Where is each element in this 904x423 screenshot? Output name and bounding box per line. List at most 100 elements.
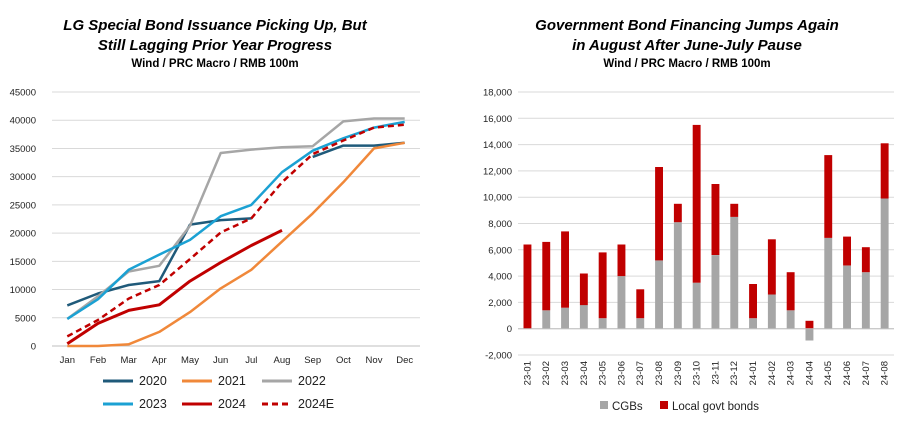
bar-local-govt-bonds (786, 272, 795, 311)
x-tick-label: Aug (274, 355, 291, 366)
bar-cgbs (749, 318, 757, 329)
y-tick-label: 45000 (10, 88, 36, 99)
legend-label-2021: 2021 (218, 374, 246, 388)
y-tick-label: 14,000 (483, 140, 512, 151)
x-tick-label: Apr (152, 355, 167, 366)
y-tick-label: -2,000 (485, 351, 512, 362)
legend-label-2024E: 2024E (298, 397, 334, 411)
legend-label-2020: 2020 (139, 374, 167, 388)
bar-cgbs (598, 318, 607, 329)
x-tick-label: 24-08 (880, 361, 891, 385)
bar-local-govt-bonds (861, 247, 870, 273)
x-tick-label: Nov (366, 355, 383, 366)
y-tick-label: 16,000 (483, 114, 512, 125)
bar-local-govt-bonds (692, 124, 701, 283)
left-chart-subtitle: Wind / PRC Macro / RMB 100m (131, 58, 298, 70)
x-tick-label: Feb (90, 355, 106, 366)
x-tick-label: 23-10 (692, 361, 703, 385)
y-tick-label: 4,000 (488, 272, 512, 283)
y-tick-label: 0 (507, 324, 512, 335)
bar-local-govt-bonds (542, 241, 551, 311)
bar-cgbs (805, 328, 814, 341)
left-chart-title-line-1: LG Special Bond Issuance Picking Up, But (63, 17, 367, 34)
x-tick-label: 23-06 (616, 361, 627, 385)
bar-cgbs (843, 265, 851, 329)
bar-cgbs (542, 310, 551, 329)
x-tick-label: 23-07 (635, 361, 646, 385)
bar-cgbs (636, 318, 645, 329)
x-tick-label: 24-07 (861, 361, 872, 385)
y-tick-label: 10000 (10, 285, 36, 296)
bar-cgbs (561, 307, 569, 329)
legend-swatch-local-govt-bonds (660, 401, 668, 409)
x-tick-label: 24-05 (823, 361, 834, 385)
y-tick-label: 20000 (10, 229, 36, 240)
y-tick-label: 10,000 (483, 193, 512, 204)
legend-label-local-govt-bonds: Local govt bonds (672, 401, 759, 413)
y-tick-label: 5000 (15, 313, 36, 324)
right-stacked-bar-chart: -2,000 0 2,000 4,000 6,000 8,000 10,000 12,000 1… (483, 88, 894, 413)
y-tick-label: 40000 (10, 116, 36, 127)
bar-local-govt-bonds (880, 143, 889, 199)
bar-local-govt-bonds (805, 320, 814, 329)
y-tick-label: 30000 (10, 172, 36, 183)
y-tick-label: 6,000 (488, 245, 512, 256)
x-tick-label: Jun (213, 355, 228, 366)
right-chart-subtitle: Wind / PRC Macro / RMB 100m (603, 58, 770, 70)
series-line-2024E (66, 123, 405, 338)
series-line-2020 (312, 141, 405, 159)
x-tick-label: 23-12 (729, 361, 740, 385)
bar-local-govt-bonds (749, 284, 757, 319)
bar-local-govt-bonds (636, 289, 645, 319)
y-tick-label: 18,000 (483, 88, 512, 99)
legend-swatch-cgbs (600, 401, 608, 409)
x-tick-label: 23-05 (598, 361, 609, 385)
bar-cgbs (579, 305, 588, 329)
x-tick-label: 24-02 (767, 361, 778, 385)
series-line-2021 (67, 141, 405, 348)
legend-label-2022: 2022 (298, 374, 326, 388)
bar-local-govt-bonds (655, 167, 663, 261)
legend-label-2023: 2023 (139, 397, 167, 411)
y-tick-label: 0 (31, 342, 36, 353)
bar-local-govt-bonds (824, 155, 833, 238)
x-tick-label: Sep (304, 355, 321, 366)
x-tick-label: 23-11 (710, 361, 721, 385)
series-line-2020 (66, 217, 252, 307)
bar-local-govt-bonds (730, 203, 739, 217)
bar-local-govt-bonds (579, 273, 588, 306)
bar-local-govt-bonds (617, 244, 626, 277)
x-tick-label: 23-03 (560, 361, 571, 385)
bar-local-govt-bonds (561, 231, 569, 308)
right-chart-title-line-2: in August After June-July Pause (572, 37, 802, 54)
x-tick-label: Jan (60, 355, 75, 366)
x-tick-label: 23-08 (654, 361, 665, 385)
bar-local-govt-bonds (767, 239, 776, 295)
bar-cgbs (767, 294, 776, 329)
legend-label-2024: 2024 (218, 397, 246, 411)
x-tick-label: Oct (336, 355, 351, 366)
y-tick-label: 35000 (10, 144, 36, 155)
x-tick-label: 23-01 (522, 361, 533, 385)
series-line-2023 (66, 120, 405, 320)
bar-cgbs (880, 198, 889, 329)
y-tick-label: 8,000 (488, 219, 512, 230)
bar-cgbs (617, 276, 626, 329)
y-tick-label: 25000 (10, 200, 36, 211)
y-tick-label: 12,000 (483, 166, 512, 177)
x-tick-label: 24-04 (804, 361, 815, 385)
y-tick-label: 2,000 (488, 298, 512, 309)
left-line-chart: 0 5000 10000 15000 20000 25000 30000 35000 40000… (10, 88, 420, 411)
bar-cgbs (692, 282, 701, 329)
series-line-2024 (66, 228, 283, 345)
x-tick-label: 23-02 (541, 361, 552, 385)
legend-label-cgbs: CGBs (612, 401, 643, 413)
bar-cgbs (861, 272, 870, 329)
x-tick-label: Jul (245, 355, 257, 366)
bar-cgbs (673, 222, 682, 329)
bar-cgbs (786, 310, 795, 329)
bar-cgbs (730, 216, 739, 329)
x-tick-label: 23-04 (579, 361, 590, 385)
